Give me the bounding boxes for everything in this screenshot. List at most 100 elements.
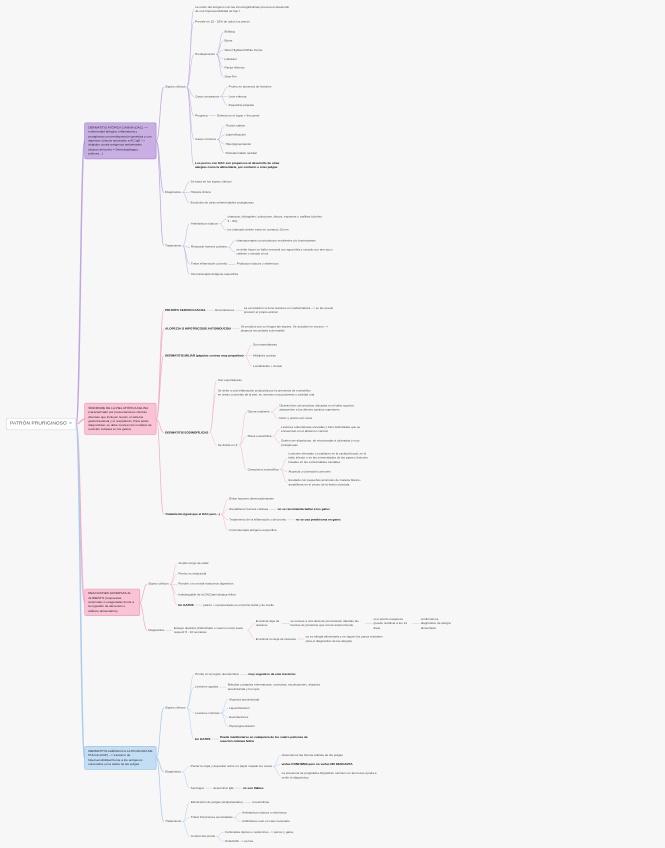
mindmap-node[interactable]: Pequeñas pápulas: [227, 102, 256, 108]
mindmap-node[interactable]: Tratamiento de la inflamación y del prur…: [228, 517, 288, 523]
mindmap-node[interactable]: La unión del antígeno con las inmunoglob…: [193, 4, 293, 14]
mindmap-node[interactable]: Inmunoterapia antígeno-específica: [189, 271, 240, 277]
mindmap-node[interactable]: Dolor y prurito son raros: [278, 416, 314, 422]
mindmap-node[interactable]: Prevale en 10 - 15% de todos los perros: [193, 19, 251, 25]
mindmap-node[interactable]: Productos tópicos y sistémicos: [235, 261, 280, 267]
mindmap-node[interactable]: Úlcera indolente: [246, 409, 272, 415]
node-patron-pruriginoso[interactable]: PATRÓN PRURIGINOSO ⊕: [6, 418, 77, 431]
mindmap-node[interactable]: Liquenificación: [224, 132, 248, 138]
mindmap-node[interactable]: DERMATITIS EOSINOFÍLICAS: [163, 429, 210, 435]
mindmap-node[interactable]: Tratamiento: [163, 819, 183, 825]
mindmap-node[interactable]: Lesiones eritematosas elevadas y bien de…: [279, 424, 363, 434]
mindmap-node[interactable]: no son fiables: [241, 785, 265, 791]
mindmap-node[interactable]: Antibióticos solo en caso necesario: [240, 819, 291, 825]
mindmap-node[interactable]: Los perros con DAC son propensos al desa…: [193, 160, 293, 170]
mindmap-node[interactable]: En GATOS: [177, 602, 196, 608]
mindmap-node[interactable]: Úlceras bien circunscritas ubicadas en e…: [278, 402, 362, 412]
mindmap-node[interactable]: no se usa prednisona en gatos: [294, 517, 342, 523]
mindmap-node[interactable]: Se debe a una inflamación producida por …: [216, 388, 316, 398]
mindmap-node[interactable]: Excoriaciones: [214, 307, 236, 313]
mindmap-node[interactable]: Leve eritema: [227, 93, 248, 99]
mindmap-node[interactable]: La excoriación sí tiene lesiones en cuel…: [242, 305, 342, 315]
mindmap-node[interactable]: Restablecer barrera cutánea: [228, 506, 270, 512]
mindmap-node[interactable]: Antisépticos tópicos o sistémicos: [240, 810, 288, 816]
mindmap-node[interactable]: PRURITO CERVICO-FACIAL: [163, 307, 207, 313]
mindmap-node[interactable]: champús, hidrogeles, soluciones, discos,…: [226, 214, 326, 224]
mindmap-node[interactable]: Inmunoterapia antígeno-específica: [228, 527, 279, 533]
mindmap-node[interactable]: Alopecia y ulceración comunes: [287, 468, 333, 474]
mindmap-node[interactable]: DERMATITIS MILIAR (pápulas costras muy p…: [163, 353, 245, 359]
mindmap-node[interactable]: Serología: [189, 785, 206, 791]
mindmap-node[interactable]: Exclusión de otras enfermedades prurigin…: [189, 200, 255, 206]
mindmap-node[interactable]: Hiperpigmentación: [224, 141, 253, 147]
mindmap-node[interactable]: Oclacitinib --> perros: [223, 838, 255, 844]
mindmap-node[interactable]: champuterapia con productos emolientes y…: [235, 238, 318, 244]
mindmap-node[interactable]: Liquenificación: [227, 705, 251, 711]
node-dermatitis-alergica-picadura-pulga[interactable]: DERMATITIS ALÉRGICA A LA PICADURA DE PUL…: [84, 746, 157, 770]
mindmap-node[interactable]: Placa eosinofílica: [246, 433, 273, 439]
mindmap-node[interactable]: Pueden o no existir trastornos digestivo…: [177, 581, 236, 587]
mindmap-node[interactable]: Múltiples costras: [251, 353, 277, 359]
mindmap-node[interactable]: Se divide en 3:: [216, 442, 240, 448]
mindmap-node[interactable]: verlas CONFIRMA pero no verlas NO DESCAR…: [280, 761, 354, 767]
mindmap-node[interactable]: Signos clínicos: [163, 705, 187, 711]
mindmap-node[interactable]: Diagnóstico: [147, 627, 166, 633]
mindmap-node[interactable]: Casos tempranos: [193, 93, 220, 99]
mindmap-node[interactable]: Labrador: [223, 56, 239, 62]
mindmap-node[interactable]: Alopecia autoinducida: [227, 696, 260, 702]
node-dermatitis-atopica-canina[interactable]: DERMATITIS ATÓPICA CANINA (DAC) --> enfe…: [84, 122, 157, 159]
mindmap-node[interactable]: Indistinguible de la DAC/piel atópica fe…: [177, 592, 238, 598]
mindmap-node[interactable]: Signos clínicos: [147, 581, 171, 587]
mindmap-node[interactable]: Lesiones agudas: [193, 684, 220, 690]
mindmap-node[interactable]: isoxazolinas: [251, 799, 271, 805]
mindmap-node[interactable]: Tratamiento (igual que el DAC pero...): [163, 512, 221, 518]
mindmap-node[interactable]: Predisposición: [193, 51, 216, 57]
mindmap-node[interactable]: Prurito no estacional: [177, 571, 208, 577]
mindmap-node[interactable]: Tratar inflamación y prurito: [189, 261, 229, 267]
mindmap-node[interactable]: Pastor Alemán: [223, 65, 246, 71]
mindmap-node[interactable]: Bulldog: [223, 29, 237, 35]
mindmap-node[interactable]: no es alergia alimentaria y se siguen lo…: [304, 634, 388, 644]
mindmap-node[interactable]: Son espontáneas: [251, 342, 278, 348]
mindmap-node[interactable]: Antisépticos tópicos: [189, 221, 219, 227]
mindmap-node[interactable]: ALOPECIA O HIPOTRICOSIS AUTOINDUCIDA: [163, 326, 232, 332]
mindmap-node[interactable]: Prurito en la región dorsolumbar: [193, 672, 240, 678]
mindmap-node[interactable]: patrón + representado es el prurito faci…: [202, 602, 276, 608]
mindmap-node[interactable]: se somete a una dieta de provocación dán…: [289, 618, 366, 628]
mindmap-node[interactable]: Lesiones crónicas: [193, 710, 221, 716]
mindmap-node[interactable]: Progresa: [193, 113, 209, 119]
node-reacciones-adversas-alimento[interactable]: REACCIONES ADVERSAS AL ALIMENTO (respues…: [84, 588, 140, 617]
mindmap-node[interactable]: La presencia de proglótides Dipylidium c…: [280, 770, 380, 780]
mindmap-node[interactable]: Granuloma eosinofílico: [246, 466, 281, 472]
mindmap-node[interactable]: Eritema es el signo + frecuente: [215, 113, 261, 119]
mindmap-node[interactable]: no se recomienda bañar a los gatos: [276, 506, 331, 512]
mindmap-node[interactable]: Hiperpigmentación: [227, 723, 256, 729]
mindmap-node[interactable]: Diagnóstico: [163, 769, 182, 775]
mindmap-node[interactable]: si el prurito reaparece (puede recidivar…: [372, 616, 413, 631]
mindmap-node[interactable]: Se basa en los signos clínicos: [189, 179, 233, 185]
mindmap-node[interactable]: Escoriaciones: [227, 714, 249, 720]
mindmap-node[interactable]: Bóxer: [223, 38, 234, 44]
mindmap-node[interactable]: Son espontáneas: [216, 377, 243, 383]
mindmap-node[interactable]: Máculas y pápulas eritematosas, costrosa…: [226, 682, 326, 692]
mindmap-node[interactable]: Amplio rango de edad: [177, 561, 210, 567]
mindmap-node[interactable]: Signos clínicos: [163, 84, 187, 90]
mindmap-node[interactable]: Exudado con pequeños acúmulos de materia…: [287, 477, 371, 487]
mindmap-node[interactable]: Control del prurito: [189, 834, 217, 840]
mindmap-node[interactable]: confirmamos diagnóstico de alergia alime…: [419, 616, 455, 631]
mindmap-node[interactable]: los champús deben estar en contacto 10 m…: [226, 227, 290, 233]
mindmap-node[interactable]: muy sugestivo de este trastorno: [247, 672, 298, 678]
mindmap-node[interactable]: Evitar factores desencadenantes: [228, 496, 276, 502]
mindmap-node[interactable]: Corticoides tópicos o sistémicos --> per…: [223, 829, 295, 835]
node-sindrome-piel-atopica-felina[interactable]: SÍNDROME DE LA PIEL ATÓPICA FELINA (cara…: [84, 403, 157, 436]
mindmap-node[interactable]: Historia clínica: [189, 189, 212, 195]
mindmap-node[interactable]: determinar IgE: [212, 785, 235, 791]
mindmap-node[interactable]: Eliminación de pulgas (antiparasitario): [189, 799, 244, 805]
mindmap-node[interactable]: Ensayo dietético (hidrolizado o casero n…: [172, 625, 248, 635]
mindmap-node[interactable]: El animal no deja de rascarse: [254, 636, 298, 642]
mindmap-node[interactable]: En GATOS: [193, 736, 212, 742]
mindmap-node[interactable]: Peinar la capa y depositar sobre un pape…: [189, 763, 274, 769]
mindmap-node[interactable]: Casos crónicos: [193, 136, 217, 142]
mindmap-node[interactable]: West Highland White Terrier: [223, 47, 264, 53]
mindmap-node[interactable]: Pododermatitis nodular: [224, 150, 259, 156]
